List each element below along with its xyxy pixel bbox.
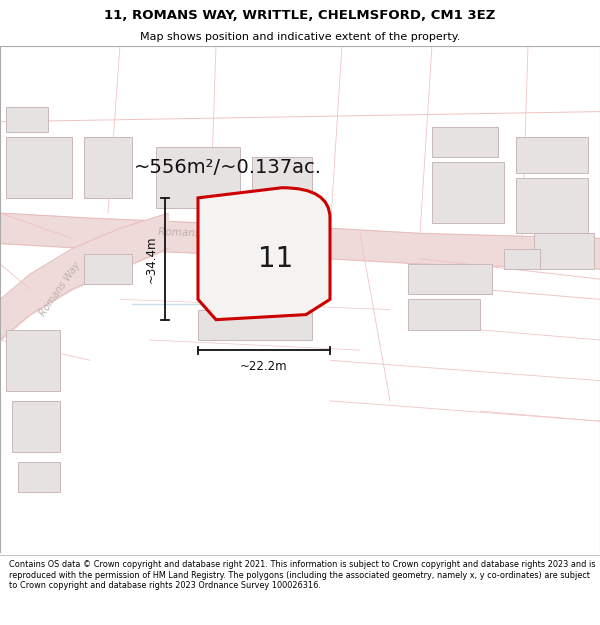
Polygon shape (252, 158, 312, 213)
Polygon shape (504, 249, 540, 269)
Text: ~556m²/~0.137ac.: ~556m²/~0.137ac. (134, 158, 322, 177)
Polygon shape (18, 462, 60, 492)
Text: Contains OS data © Crown copyright and database right 2021. This information is : Contains OS data © Crown copyright and d… (9, 560, 595, 590)
Polygon shape (408, 264, 492, 294)
Polygon shape (6, 106, 48, 132)
Polygon shape (516, 177, 588, 233)
Polygon shape (6, 330, 60, 391)
Text: Romans Way: Romans Way (38, 261, 82, 318)
Polygon shape (408, 299, 480, 330)
Text: ~34.4m: ~34.4m (145, 235, 158, 282)
Polygon shape (432, 127, 498, 158)
Polygon shape (198, 309, 312, 340)
Text: Map shows position and indicative extent of the property.: Map shows position and indicative extent… (140, 32, 460, 42)
Polygon shape (6, 137, 72, 198)
Text: ~22.2m: ~22.2m (240, 360, 288, 373)
Polygon shape (84, 137, 132, 198)
Polygon shape (432, 162, 504, 223)
Polygon shape (534, 233, 594, 269)
Polygon shape (84, 254, 132, 284)
Polygon shape (156, 147, 240, 208)
PathPatch shape (198, 188, 330, 319)
Text: Romans Way: Romans Way (158, 228, 226, 239)
Text: 11: 11 (259, 245, 293, 272)
Text: 11, ROMANS WAY, WRITTLE, CHELMSFORD, CM1 3EZ: 11, ROMANS WAY, WRITTLE, CHELMSFORD, CM1… (104, 9, 496, 22)
Polygon shape (12, 401, 60, 452)
Polygon shape (516, 137, 588, 172)
